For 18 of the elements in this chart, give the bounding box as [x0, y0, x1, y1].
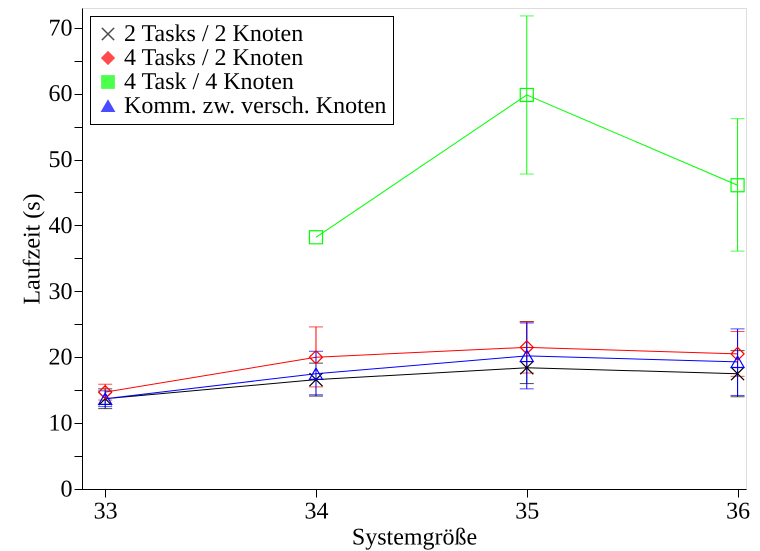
- x-axis-title: Systemgröße: [352, 524, 478, 550]
- y-tick-label: 50: [48, 147, 72, 174]
- y-tick-label: 10: [48, 410, 72, 437]
- x-tick-label: 33: [94, 498, 118, 524]
- x-tick-label: 36: [726, 498, 750, 524]
- legend-label: 2 Tasks / 2 Knoten: [124, 21, 304, 47]
- x-tick-label: 35: [515, 498, 540, 524]
- y-tick-label: 0: [60, 476, 72, 502]
- y-tick-label: 70: [48, 15, 72, 42]
- y-tick-label: 40: [48, 212, 72, 239]
- y-axis-title: Laufzeit (s): [20, 193, 46, 305]
- y-tick-label: 30: [48, 278, 72, 305]
- y-tick-label: 20: [48, 344, 72, 371]
- legend-label: Komm. zw. versch. Knoten: [124, 93, 386, 119]
- legend-label: 4 Tasks / 2 Knoten: [124, 45, 304, 71]
- x-tick-label: 34: [304, 498, 328, 524]
- y-tick-label: 60: [48, 81, 72, 108]
- legend-label: 4 Task / 4 Knoten: [124, 69, 294, 95]
